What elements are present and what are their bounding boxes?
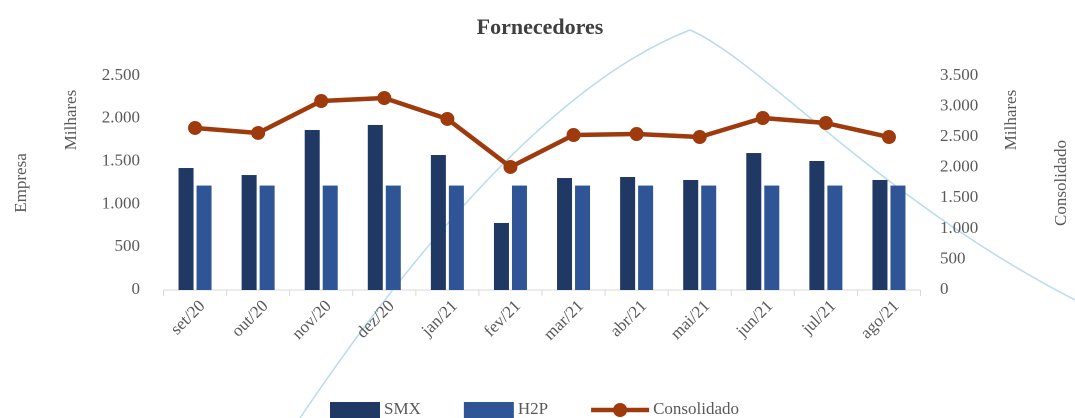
bar (890, 185, 906, 290)
y2-tick-label: 2.500 (940, 126, 978, 145)
y2-tick-label: 1.500 (940, 187, 978, 206)
bar (872, 180, 888, 290)
bar (511, 185, 527, 290)
y2-tick-label: 500 (940, 248, 966, 267)
bar (575, 185, 591, 290)
bar (809, 161, 825, 290)
y-tick-label: 2.000 (102, 108, 140, 127)
y-axis-title: Empresa (11, 153, 30, 213)
line-marker (566, 128, 581, 143)
line-marker (692, 130, 707, 145)
y2-tick-label: 0 (940, 279, 949, 298)
bar (322, 185, 338, 290)
y2-axis-unit: Milhares (1001, 90, 1020, 150)
y2-axis-title: Consolidado (1051, 140, 1070, 226)
bar (241, 175, 257, 290)
line-marker (314, 94, 329, 109)
y-axis-unit: Milhares (61, 90, 80, 150)
x-tick-label: abr/21 (606, 296, 650, 340)
decoration (299, 29, 1075, 418)
x-tick-label: jan/21 (417, 296, 461, 340)
bar (448, 185, 464, 290)
bar (638, 185, 654, 290)
bar (746, 153, 762, 290)
legend-swatch (463, 402, 514, 418)
line-marker (881, 130, 896, 145)
x-tick-label: jun/21 (732, 296, 777, 341)
chart-title: Fornecedores (477, 14, 604, 39)
x-tick-label: nov/20 (288, 296, 335, 343)
bar (557, 178, 573, 290)
bar (196, 185, 212, 290)
line-marker (251, 125, 266, 140)
bar (701, 185, 717, 290)
y2-tick-label: 2.000 (940, 157, 978, 176)
x-tick-label: mar/21 (540, 296, 587, 343)
bar (827, 185, 843, 290)
legend-label: Consolidado (653, 399, 739, 418)
bar (620, 177, 636, 290)
bar (493, 222, 509, 290)
x-tick-label: ago/21 (856, 296, 902, 342)
bar (764, 185, 780, 290)
x-tick-label: mai/21 (666, 296, 713, 343)
y-tick-label: 0 (132, 279, 141, 298)
y-tick-label: 2.500 (102, 65, 140, 84)
bar (683, 180, 699, 290)
line-marker (755, 111, 770, 126)
line-marker (818, 116, 833, 131)
bar (385, 185, 401, 290)
y-tick-label: 1.500 (102, 151, 140, 170)
legend-swatch (330, 402, 380, 418)
line-marker (503, 159, 518, 174)
bar (430, 155, 446, 290)
y2-tick-label: 1.000 (940, 218, 978, 237)
line (194, 95, 890, 170)
x-tick-label: dez/20 (352, 296, 397, 341)
y2-tick-label: 3.500 (940, 65, 978, 84)
x-tick-label: set/20 (166, 296, 208, 338)
legend-label: SMX (384, 399, 421, 418)
x-tick-label: out/20 (228, 296, 272, 340)
y-tick-label: 1.000 (102, 193, 140, 212)
bar (259, 185, 275, 290)
line-marker (440, 111, 455, 126)
y-tick-label: 500 (115, 236, 141, 255)
legend-label: H2P (518, 399, 548, 418)
legend-swatch (613, 403, 628, 417)
x-tick-label: jul/21 (797, 296, 839, 338)
bar (178, 168, 194, 290)
x-tick-label: fev/21 (480, 296, 524, 340)
line-marker (629, 127, 644, 142)
bar (304, 130, 320, 290)
line-marker (188, 120, 203, 135)
y2-tick-label: 3.000 (940, 95, 978, 114)
bar (367, 124, 383, 291)
line-marker (377, 91, 392, 106)
